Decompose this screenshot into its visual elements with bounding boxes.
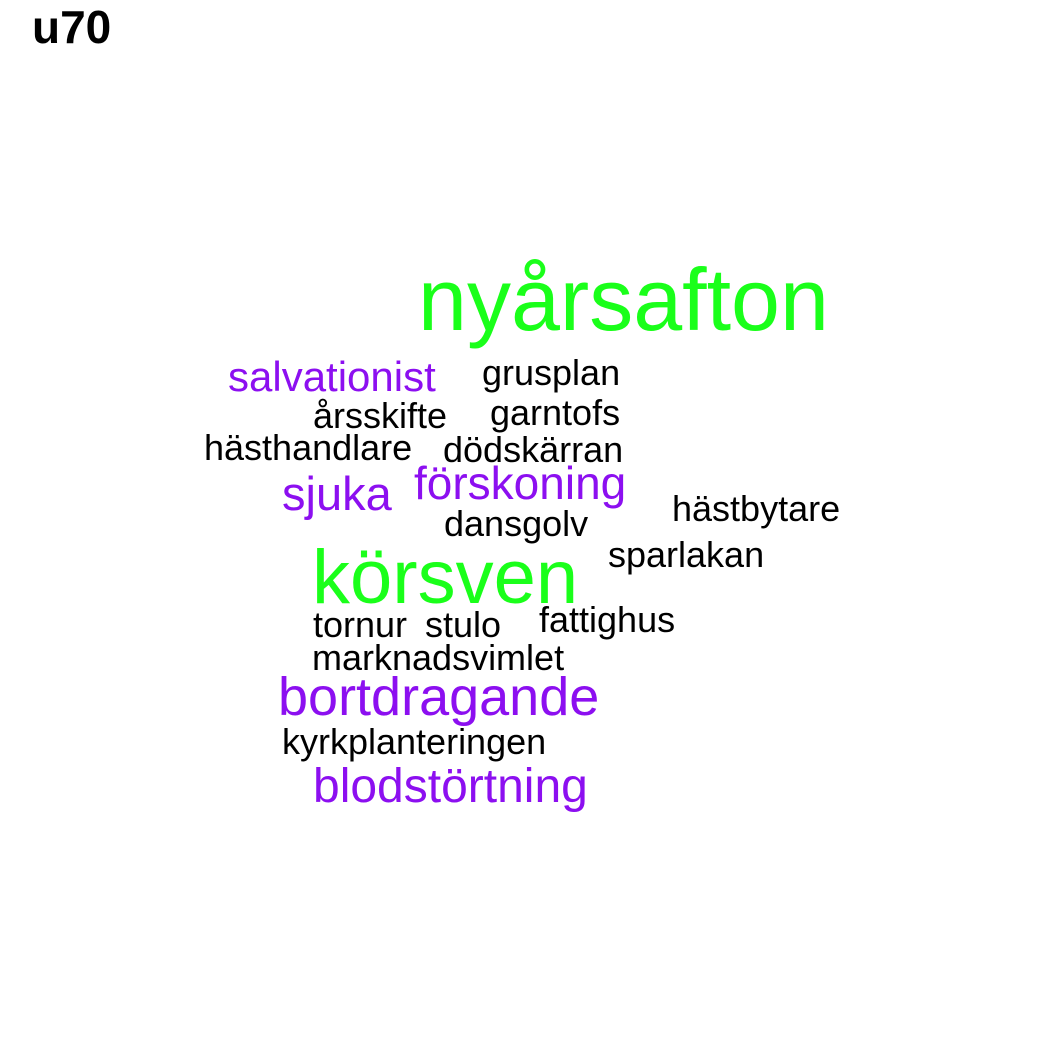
word-korsven: körsven — [312, 535, 579, 620]
word-bortdragande: bortdragande — [278, 667, 600, 727]
word-stulo: stulo — [425, 604, 502, 645]
word-nyarsafton: nyårsafton — [418, 250, 829, 349]
word-dodskarran: dödskärran — [443, 429, 624, 470]
word-hasthandlare: hästhandlare — [204, 427, 413, 468]
word-forskoning: förskoning — [414, 457, 627, 509]
word-sjuka: sjuka — [282, 467, 392, 520]
word-arsskifte: årsskifte — [313, 395, 448, 436]
word-sparlakan: sparlakan — [608, 534, 765, 575]
word-grusplan: grusplan — [482, 352, 621, 393]
word-kyrkplanteringen: kyrkplanteringen — [282, 721, 547, 762]
word-blodstortning: blodstörtning — [313, 760, 588, 813]
word-marknadsvimlet: marknadsvimlet — [312, 637, 565, 678]
word-tornur: tornur — [313, 604, 408, 645]
word-hastbytare: hästbytare — [672, 488, 841, 529]
page-title: u70 — [32, 1, 112, 53]
word-salvationist: salvationist — [228, 353, 436, 400]
word-garntofs: garntofs — [490, 392, 621, 433]
word-dansgolv: dansgolv — [444, 503, 589, 544]
word-fattighus: fattighus — [539, 599, 676, 640]
